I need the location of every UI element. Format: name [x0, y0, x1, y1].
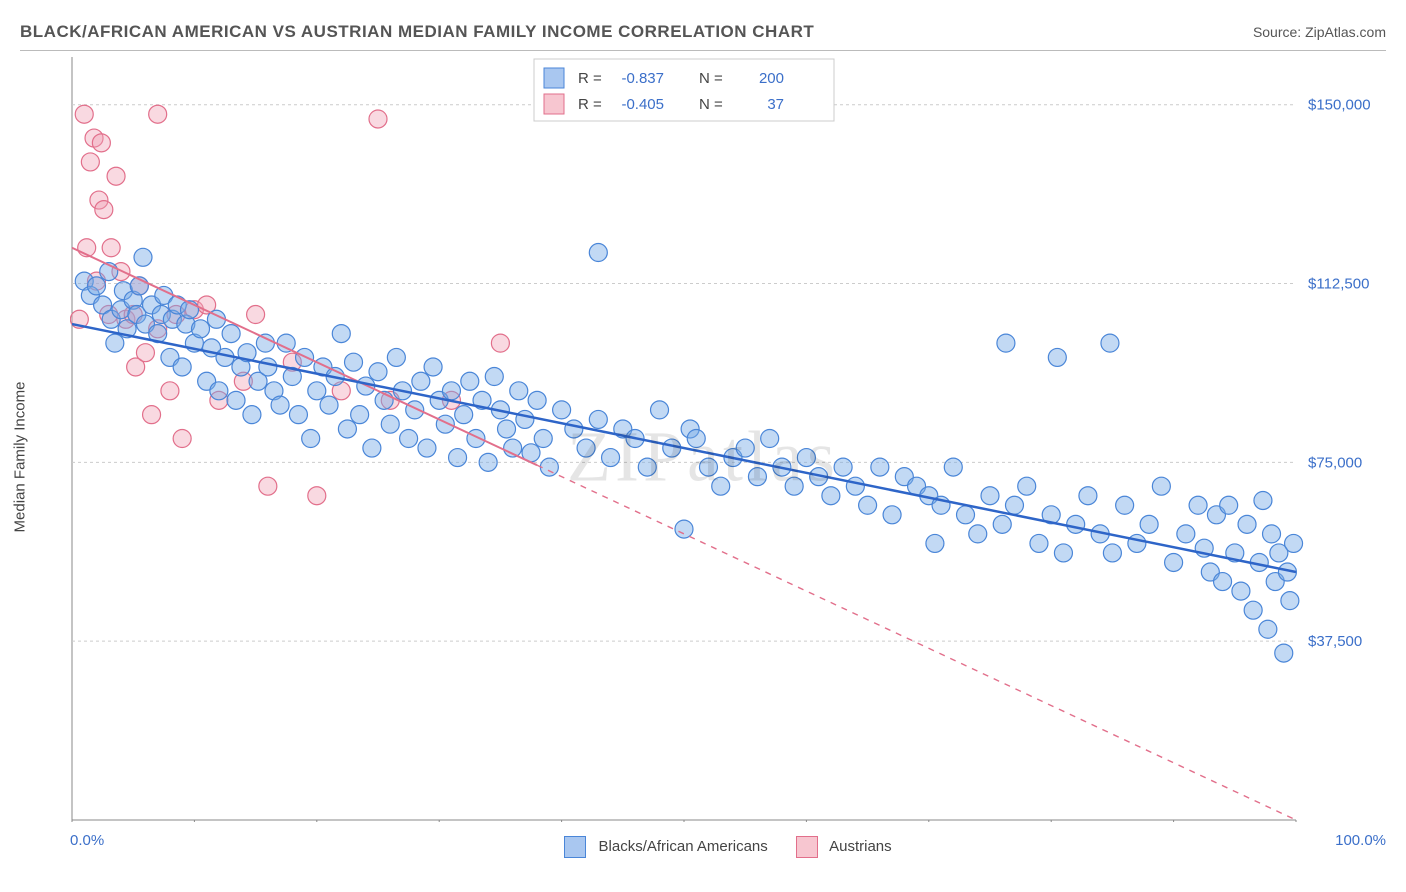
svg-text:-0.405: -0.405 — [621, 96, 664, 113]
legend-item-pink: Austrians — [796, 836, 892, 858]
y-axis-label: Median Family Income — [12, 381, 29, 532]
svg-text:R =: R = — [578, 70, 602, 87]
svg-text:$75,000: $75,000 — [1308, 454, 1362, 471]
chart-title: BLACK/AFRICAN AMERICAN VS AUSTRIAN MEDIA… — [20, 22, 814, 42]
svg-text:-0.837: -0.837 — [621, 70, 664, 87]
legend-item-blue: Blacks/African Americans — [564, 836, 767, 858]
svg-text:N =: N = — [699, 70, 723, 87]
svg-text:200: 200 — [759, 70, 784, 87]
svg-text:$150,000: $150,000 — [1308, 97, 1371, 114]
legend-swatch-icon — [796, 836, 818, 858]
svg-text:N =: N = — [699, 96, 723, 113]
source-label: Source: ZipAtlas.com — [1253, 24, 1386, 40]
svg-text:$112,500: $112,500 — [1308, 276, 1369, 293]
legend-bottom: Blacks/African Americans Austrians — [70, 832, 1386, 862]
chart-svg: $37,500 $75,000 $112,500 $150,000 R = -0.837 N… — [70, 51, 1386, 822]
plot-area: Median Family Income $37,500$75,000$112,… — [20, 50, 1386, 862]
title-bar: BLACK/AFRICAN AMERICAN VS AUSTRIAN MEDIA… — [20, 18, 1386, 46]
legend-swatch-icon — [564, 836, 586, 858]
svg-text:37: 37 — [767, 96, 784, 113]
svg-text:R =: R = — [578, 96, 602, 113]
svg-text:$37,500: $37,500 — [1308, 633, 1362, 650]
chart-container: BLACK/AFRICAN AMERICAN VS AUSTRIAN MEDIA… — [0, 0, 1406, 892]
